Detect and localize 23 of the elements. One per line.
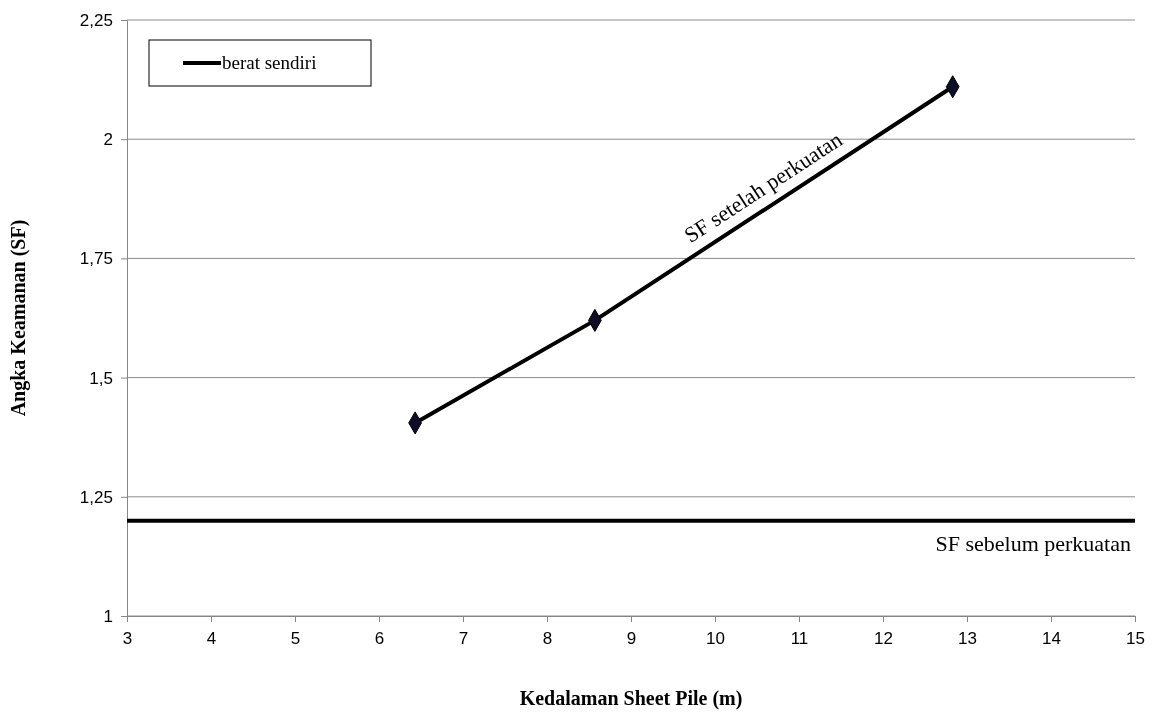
x-tick-label: 12 [874, 628, 893, 648]
x-tick-label: 8 [542, 628, 553, 648]
ref-line-label: SF sebelum perkuatan [935, 530, 1131, 556]
x-axis-title: Kedalaman Sheet Pile (m) [519, 687, 743, 710]
legend-label: berat sendiri [222, 52, 317, 73]
x-tick-label: 15 [1126, 628, 1145, 648]
y-tick-label: 1,5 [89, 368, 113, 388]
x-tick-label: 5 [290, 628, 301, 648]
x-tick-label: 7 [458, 628, 469, 648]
y-tick-label: 2,25 [79, 10, 113, 30]
y-tick-label: 1,75 [79, 249, 113, 269]
x-tick-label: 10 [706, 628, 725, 648]
y-tick-label: 1,25 [79, 487, 113, 507]
x-tick-label: 13 [958, 628, 977, 648]
y-axis-title: Angka Keamanan (SF) [7, 219, 30, 417]
x-tick-label: 9 [626, 628, 637, 648]
x-tick-label: 4 [206, 628, 217, 648]
x-tick-label: 3 [122, 628, 133, 648]
x-tick-label: 6 [374, 628, 385, 648]
x-tick-label: 14 [1042, 628, 1061, 648]
x-tick-label: 11 [790, 628, 809, 648]
y-tick-label: 1 [103, 606, 113, 626]
y-tick-label: 2 [103, 130, 113, 150]
